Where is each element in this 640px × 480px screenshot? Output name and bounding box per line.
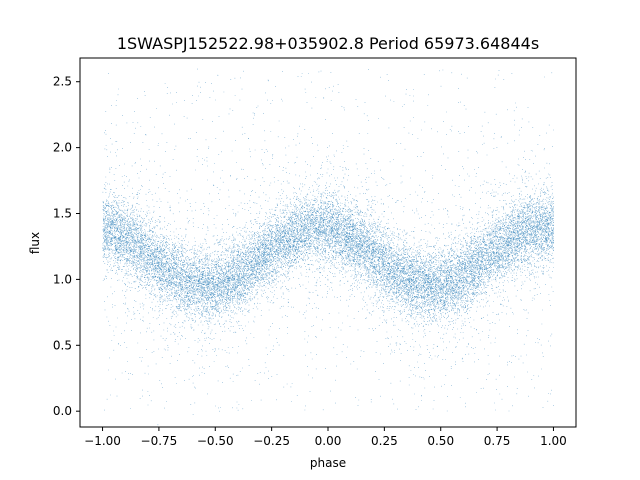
y-tick-label: 1.5: [53, 207, 72, 221]
x-tick-label: −0.50: [197, 434, 234, 448]
y-tick-label: 0.5: [53, 338, 72, 352]
y-tick-label: 0.0: [53, 404, 72, 418]
x-tick-label: −0.75: [141, 434, 178, 448]
y-tick-label: 2.0: [53, 141, 72, 155]
x-tick-label: −0.25: [253, 434, 290, 448]
data-points: [102, 68, 554, 426]
x-tick-label: 0.00: [315, 434, 342, 448]
x-tick-label: 0.75: [484, 434, 511, 448]
y-tick-label: 1.0: [53, 272, 72, 286]
x-tick-label: 0.25: [371, 434, 398, 448]
chart-title: 1SWASPJ152522.98+035902.8 Period 65973.6…: [117, 34, 539, 53]
x-axis-label: phase: [310, 456, 346, 470]
x-axis: −1.00 −0.75 −0.50 −0.25 0.00 0.25 0.50 0.75 1.00: [84, 427, 567, 448]
y-tick-label: 2.5: [53, 75, 72, 89]
x-tick-label: 0.50: [427, 434, 454, 448]
y-axis-label: flux: [28, 232, 42, 254]
x-tick-label: 1.00: [540, 434, 567, 448]
y-axis: 0.0 0.5 1.0 1.5 2.0 2.5: [53, 75, 80, 418]
scatter-series: [102, 68, 554, 426]
x-tick-label: −1.00: [84, 434, 121, 448]
